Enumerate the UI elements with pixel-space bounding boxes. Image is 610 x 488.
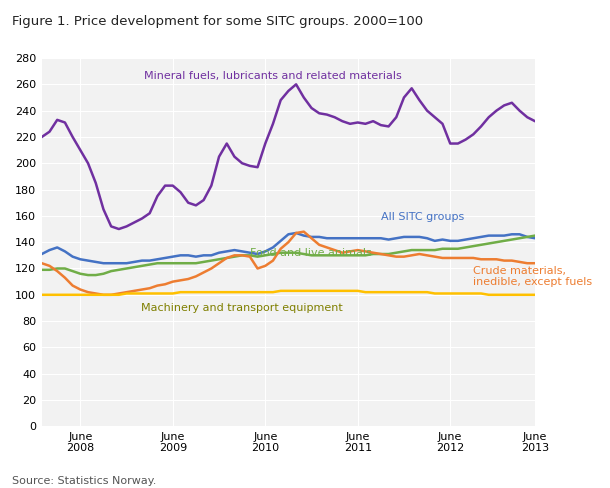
Text: Mineral fuels, lubricants and related materials: Mineral fuels, lubricants and related ma…: [144, 71, 402, 81]
Text: Figure 1. Price development for some SITC groups. 2000=100: Figure 1. Price development for some SIT…: [12, 15, 423, 28]
Text: Machinery and transport equipment: Machinery and transport equipment: [142, 303, 343, 313]
Text: Crude materials,
inedible, except fuels: Crude materials, inedible, except fuels: [473, 266, 592, 287]
Text: Food and live animals: Food and live animals: [250, 248, 371, 258]
Text: All SITC groups: All SITC groups: [381, 212, 464, 223]
Text: Source: Statistics Norway.: Source: Statistics Norway.: [12, 476, 157, 486]
